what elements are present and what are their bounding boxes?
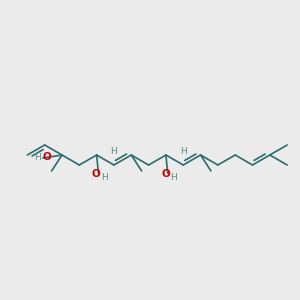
Text: O: O xyxy=(92,169,101,179)
Text: H: H xyxy=(34,152,41,161)
Text: O: O xyxy=(43,152,51,162)
Text: H: H xyxy=(170,172,177,182)
Text: O: O xyxy=(161,169,170,179)
Text: H: H xyxy=(101,172,108,182)
Text: H: H xyxy=(111,148,117,157)
Text: H: H xyxy=(180,148,187,157)
